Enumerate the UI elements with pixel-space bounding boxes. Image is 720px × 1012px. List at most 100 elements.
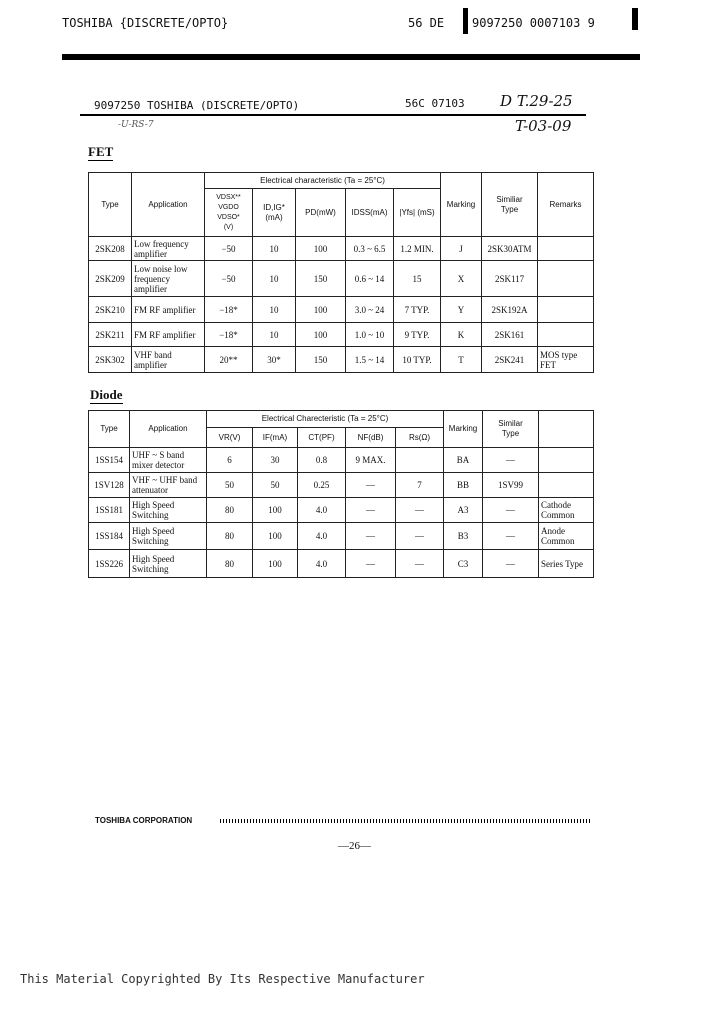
col-header: Marking <box>443 410 484 448</box>
table-cell: B3 <box>443 522 484 550</box>
table-cell: BB <box>443 472 484 498</box>
table-row: 1SS154 UHF ~ S band mixer detector 6 30 0.8 9… <box>88 447 595 473</box>
table-cell: FM RF amplifier <box>131 322 205 347</box>
table-cell: 80 <box>206 549 253 578</box>
col-header <box>538 410 595 448</box>
table-cell: 100 <box>295 322 346 347</box>
table-cell: 3.0 ~ 24 <box>345 296 394 323</box>
table-cell: 0.6 ~ 14 <box>345 260 394 297</box>
table-cell: 2SK30ATM <box>481 236 539 261</box>
table-cell: — <box>482 447 540 473</box>
table-cell: 80 <box>206 497 253 523</box>
table-cell: 30 <box>252 447 298 473</box>
table-cell: J <box>440 236 483 261</box>
table-cell: — <box>345 497 396 523</box>
table-cell: Y <box>440 296 483 323</box>
table-cell: 20** <box>204 346 253 373</box>
table-cell <box>537 260 595 297</box>
table-row: 2SK302 VHF band amplifier 20** 30* 150 1.5 ~ … <box>88 346 595 373</box>
type-cell: 1SV128 <box>88 472 130 498</box>
table-cell: K <box>440 322 483 347</box>
table-cell: 100 <box>295 236 346 261</box>
table-cell: 100 <box>252 497 298 523</box>
table-cell: — <box>345 522 396 550</box>
table-cell: Anode Common <box>538 522 595 550</box>
col-header: VDSX** VGDO VDSO* (V) <box>204 188 253 237</box>
handwritten-note-1: D T.29-25 <box>500 92 573 110</box>
table-cell: 9 MAX. <box>345 447 396 473</box>
table-cell: X <box>440 260 483 297</box>
table-cell: Low frequency amplifier <box>131 236 205 261</box>
table-cell: — <box>394 549 445 578</box>
handwritten-note-2: T-03-09 <box>515 117 572 135</box>
table-cell: 4.0 <box>297 497 346 523</box>
table-row: 2SK210 FM RF amplifier −18* 10 100 3.0 ~ 24 7 … <box>88 296 595 323</box>
table-cell: 4.0 <box>297 549 346 578</box>
table-cell: 80 <box>206 522 253 550</box>
table-cell: 50 <box>206 472 253 498</box>
table-cell: — <box>394 497 445 523</box>
diode-table: Type Application Electrical Charecterist… <box>88 410 595 578</box>
col-header: Application <box>131 172 205 237</box>
table-cell: T <box>440 346 483 373</box>
table-cell: 50 <box>252 472 298 498</box>
col-header: NF(dB) <box>345 427 396 448</box>
footer-company: TOSHIBA CORPORATION <box>95 816 193 825</box>
col-header: Marking <box>440 172 483 237</box>
table-row: 2SK208 Low frequency amplifier −50 10 100 0.3… <box>88 236 595 261</box>
table-cell: 150 <box>295 346 346 373</box>
col-header: Application <box>129 410 207 448</box>
table-cell: A3 <box>443 497 484 523</box>
col-header: IF(mA) <box>252 427 298 448</box>
table-cell <box>537 322 595 347</box>
scribble: -U-RS-7 <box>118 120 154 130</box>
col-header: Remarks <box>537 172 595 237</box>
table-cell: BA <box>443 447 484 473</box>
table-cell <box>537 296 595 323</box>
table-cell: High Speed Switching <box>129 522 207 550</box>
table-cell: Series Type <box>538 549 595 578</box>
table-cell: 1.5 ~ 14 <box>345 346 394 373</box>
table-cell: Cathode Common <box>538 497 595 523</box>
col-header: Type <box>88 172 132 237</box>
table-row: 1SS181 High Speed Switching 80 100 4.0— — A3— C… <box>88 497 595 523</box>
header-left: TOSHIBA {DISCRETE/OPTO} <box>62 16 229 30</box>
table-cell: 2SK192A <box>481 296 539 323</box>
col-header: IDSS(mA) <box>345 188 394 237</box>
barcode-mark <box>632 8 638 30</box>
header-barcode-text: 9097250 0007103 9 <box>472 16 595 30</box>
table-cell: 1.0 ~ 10 <box>345 322 394 347</box>
table-cell: 2SK117 <box>481 260 539 297</box>
type-cell: 1SS226 <box>88 549 130 578</box>
table-cell: 10 TYP. <box>392 346 442 373</box>
table-cell: −18* <box>204 322 253 347</box>
col-header: ID,IG* (mA) <box>252 188 296 237</box>
table-row: 1SS226 High Speed Switching 80 100 4.0— — C3— S… <box>88 549 595 578</box>
fet-section-title: FET <box>88 144 114 161</box>
footer-rule <box>220 819 592 823</box>
type-cell: 1SS184 <box>88 522 130 550</box>
table-cell: 2SK161 <box>481 322 539 347</box>
table-cell: 30* <box>252 346 296 373</box>
table-cell: MOS type FET <box>537 346 595 373</box>
table-cell: 100 <box>252 522 298 550</box>
table-cell <box>538 447 595 473</box>
table-cell: 7 TYP. <box>392 296 442 323</box>
type-cell: 2SK208 <box>88 236 132 261</box>
table-cell: −18* <box>204 296 253 323</box>
table-cell: High Speed Switching <box>129 549 207 578</box>
barcode-mark <box>463 8 468 34</box>
rule <box>80 114 586 116</box>
table-cell: 7 <box>394 472 445 498</box>
table-cell: 0.8 <box>297 447 346 473</box>
table-cell: 9 TYP. <box>392 322 442 347</box>
table-cell: C3 <box>443 549 484 578</box>
table-cell: −50 <box>204 260 253 297</box>
type-cell: 2SK211 <box>88 322 132 347</box>
col-header: Rs(Ω) <box>394 427 445 448</box>
col-header: Similiar Type <box>481 172 539 237</box>
table-cell: 0.25 <box>297 472 346 498</box>
subheader-code: 56C 07103 <box>405 97 465 110</box>
table-cell: 10 <box>252 236 296 261</box>
